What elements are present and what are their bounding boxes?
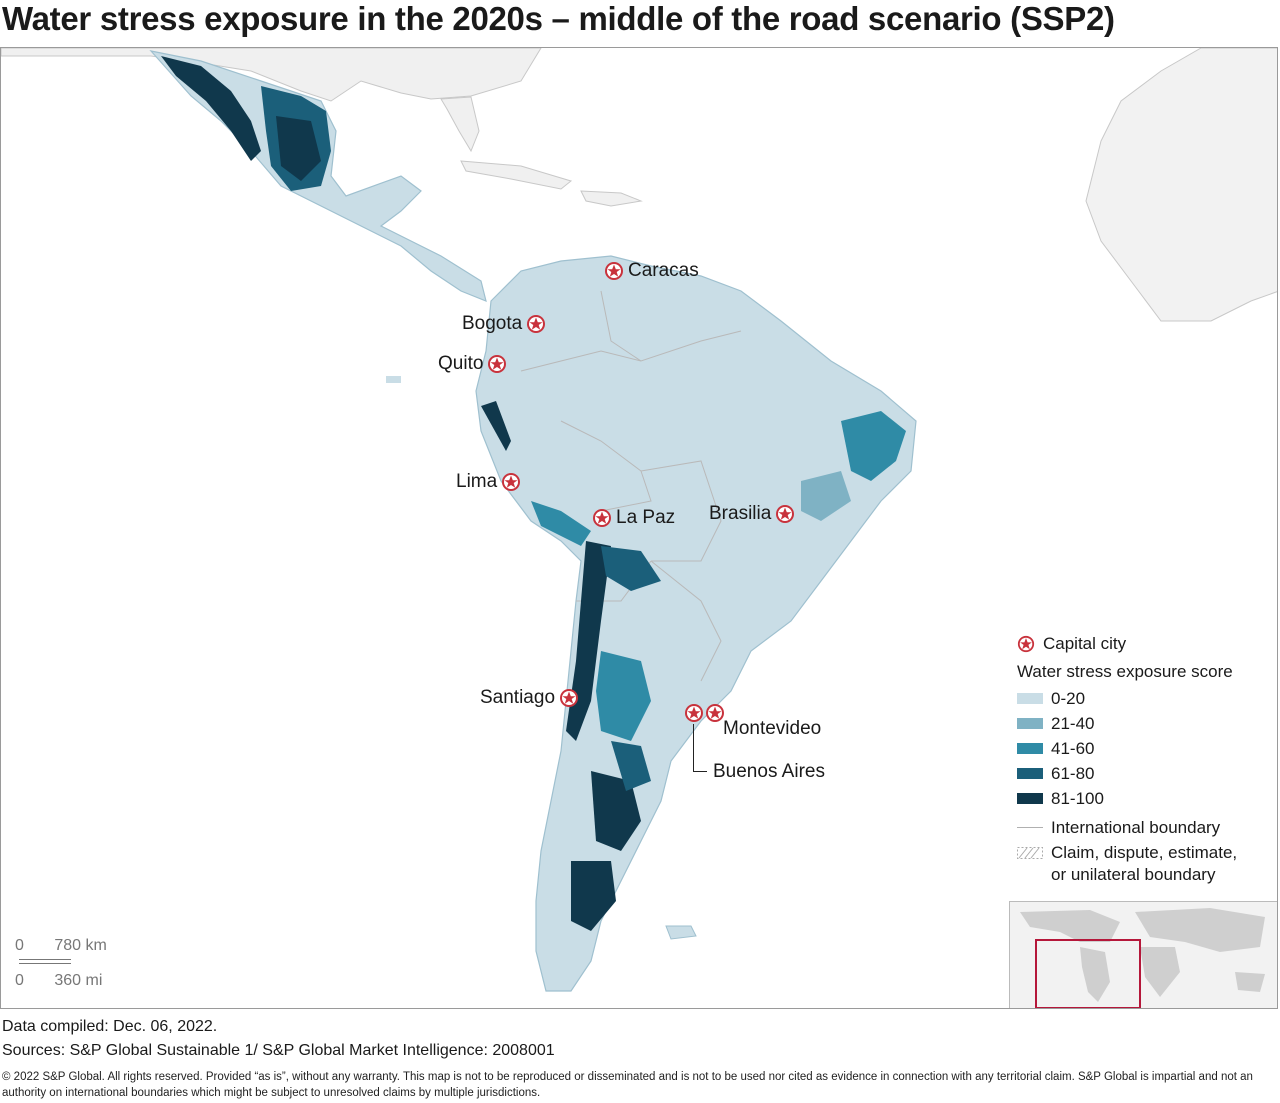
- mexico-stress-1: [161, 56, 261, 161]
- legend-class-label: 0-20: [1051, 688, 1086, 708]
- city-label: Santiago: [480, 687, 556, 708]
- capital-star-icon: [593, 509, 611, 527]
- legend-class-label: 41-60: [1051, 738, 1095, 758]
- capital-star-icon: [776, 505, 795, 523]
- city-bogota: Bogota: [462, 313, 546, 335]
- city-caracas: Caracas: [604, 260, 699, 282]
- legend-boundary-label: International boundary: [1051, 817, 1221, 837]
- brazil-ne-stress-2: [801, 471, 851, 521]
- capital-star-icon: [605, 262, 623, 280]
- map-title: Water stress exposure in the 2020s – mid…: [2, 0, 1115, 37]
- legend-class: 81-100: [1017, 786, 1267, 811]
- city-label: Caracas: [628, 260, 699, 281]
- legend-swatch: [1017, 743, 1043, 754]
- capital-star-icon: [706, 704, 724, 722]
- sources-note: Sources: S&P Global Sustainable 1/ S&P G…: [2, 1042, 555, 1059]
- scale-mi-unit: mi: [85, 972, 103, 989]
- legend-class-label: 81-100: [1051, 788, 1104, 808]
- legend-swatch: [1017, 768, 1043, 779]
- capital-star-icon: [560, 689, 579, 707]
- legend-class: 61-80: [1017, 761, 1267, 786]
- scale-line: [19, 959, 71, 964]
- legend-boundary: International boundary: [1017, 815, 1267, 840]
- legend-claim: Claim, dispute, estimate,: [1017, 840, 1267, 865]
- brazil-ne-stress: [841, 411, 906, 481]
- city-santiago: Santiago: [480, 687, 579, 709]
- capital-star-icon: [685, 704, 703, 722]
- scale-mi-zero: 0: [15, 972, 24, 989]
- city-label: Quito: [438, 353, 484, 374]
- map-frame: Caracas Bogota Quito Lima La Paz Brasili…: [0, 47, 1278, 1009]
- boundary-line-icon: [1017, 827, 1043, 828]
- argentina-stress-1: [596, 651, 651, 741]
- scale-km-zero: 0: [15, 937, 24, 954]
- capital-star-icon: [1017, 635, 1035, 652]
- city-buenos-aires-marker: [684, 703, 704, 723]
- inset-locator-map: [1009, 901, 1277, 1008]
- africa-land: [1085, 48, 1277, 322]
- bolivia-stress: [601, 546, 661, 591]
- city-label: Montevideo: [723, 718, 822, 739]
- scale-mi-value: 360: [54, 972, 82, 989]
- argentina-stress-4: [611, 741, 651, 791]
- legend-class: 41-60: [1017, 736, 1267, 761]
- copyright-notice: © 2022 S&P Global. All rights reserved. …: [2, 1071, 1253, 1099]
- capital-star-icon: [502, 473, 521, 491]
- south-america-land: [475, 255, 917, 992]
- scale-bar: 0 780 km 0 360 mi: [15, 937, 107, 990]
- legend-score-heading: Water stress exposure score: [1017, 662, 1233, 681]
- legend-swatch: [1017, 693, 1043, 704]
- legend-capital-label: Capital city: [1043, 633, 1127, 653]
- legend-swatch: [1017, 793, 1043, 804]
- capital-star-icon: [488, 355, 507, 373]
- inset-world-svg: [1020, 908, 1265, 1008]
- legend-capital: Capital city: [1017, 631, 1267, 656]
- falklands-land: [665, 925, 697, 940]
- legend-claim-label-1: Claim, dispute, estimate,: [1051, 842, 1238, 862]
- hispaniola-land: [580, 190, 643, 207]
- city-label: Bogota: [462, 313, 523, 334]
- city-label: La Paz: [616, 507, 676, 528]
- legend-class: 21-40: [1017, 711, 1267, 736]
- buenos-aires-leader-tick: [693, 771, 707, 772]
- capital-star-icon: [527, 315, 546, 333]
- city-buenos-aires-label: Buenos Aires: [713, 761, 825, 783]
- cuba-land: [460, 160, 573, 190]
- city-label: Buenos Aires: [713, 761, 825, 782]
- map-canvas: [1, 48, 1277, 992]
- florida-land: [440, 96, 480, 153]
- chile-stress: [566, 541, 611, 741]
- city-brasilia: Brasilia: [709, 503, 795, 525]
- legend-class-label: 61-80: [1051, 763, 1095, 783]
- legend-swatch: [1017, 718, 1043, 729]
- data-compiled-note: Data compiled: Dec. 06, 2022.: [2, 1018, 218, 1035]
- city-montevideo: [705, 703, 725, 723]
- city-la-paz: La Paz: [592, 507, 675, 529]
- hatched-boundary-icon: [1017, 846, 1043, 859]
- scale-km: 0 780 km: [15, 937, 107, 955]
- scale-km-unit: km: [85, 937, 107, 954]
- legend-claim-label-2: or unilateral boundary: [1051, 865, 1216, 884]
- city-label: Brasilia: [709, 503, 772, 524]
- map-legend: Capital city Water stress exposure score…: [1017, 631, 1267, 885]
- galapagos-land: [386, 376, 401, 383]
- scale-mi: 0 360 mi: [15, 972, 107, 990]
- city-lima: Lima: [456, 471, 521, 493]
- legend-class: 0-20: [1017, 686, 1267, 711]
- legend-class-label: 21-40: [1051, 713, 1095, 733]
- city-quito: Quito: [438, 353, 507, 375]
- peru-south-stress: [531, 501, 591, 546]
- argentina-stress-3: [571, 861, 616, 931]
- buenos-aires-leader-line: [693, 724, 694, 772]
- peru-coast-stress: [481, 401, 511, 451]
- scale-km-value: 780: [54, 937, 82, 954]
- city-montevideo-label: Montevideo: [723, 718, 821, 740]
- city-label: Lima: [456, 471, 498, 492]
- argentina-stress-2: [591, 771, 641, 851]
- mexico-stress-3: [276, 116, 321, 181]
